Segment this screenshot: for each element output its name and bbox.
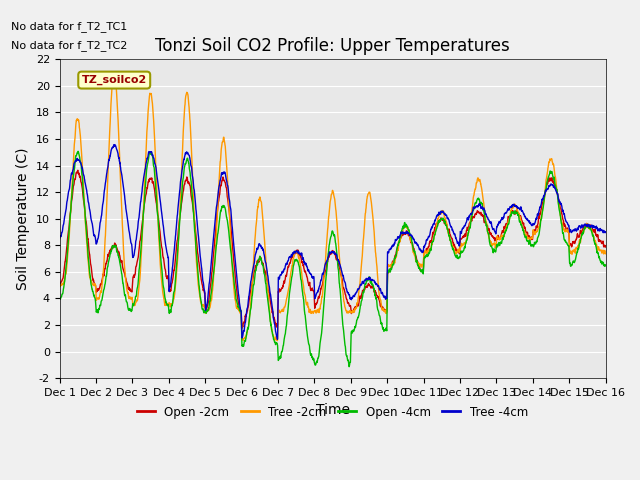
Y-axis label: Soil Temperature (C): Soil Temperature (C) [16, 147, 30, 290]
Title: Tonzi Soil CO2 Profile: Upper Temperatures: Tonzi Soil CO2 Profile: Upper Temperatur… [155, 37, 510, 55]
X-axis label: Time: Time [316, 404, 349, 418]
Legend: Open -2cm, Tree -2cm, Open -4cm, Tree -4cm: Open -2cm, Tree -2cm, Open -4cm, Tree -4… [132, 401, 532, 423]
Text: TZ_soilco2: TZ_soilco2 [82, 75, 147, 85]
Text: No data for f_T2_TC1: No data for f_T2_TC1 [10, 21, 127, 32]
Text: No data for f_T2_TC2: No data for f_T2_TC2 [10, 40, 127, 51]
